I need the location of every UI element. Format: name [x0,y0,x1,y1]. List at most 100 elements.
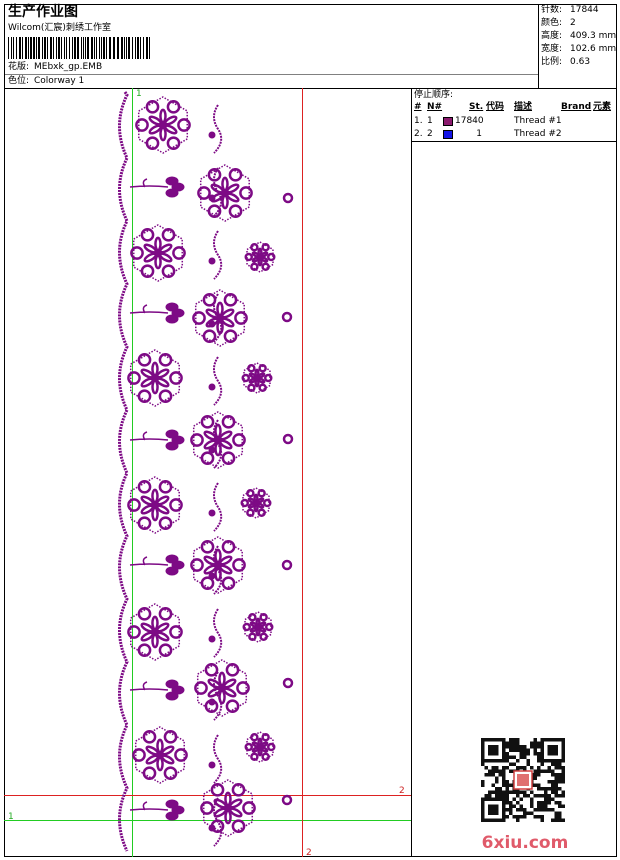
motif [261,752,270,761]
barcode-bar [72,37,73,59]
qr-cell [502,804,506,808]
qr-cell [502,755,506,759]
motif [165,811,179,821]
motif [192,311,206,325]
motif [129,476,181,534]
qr-cell [523,745,527,749]
qr-cell [509,745,513,749]
motif [127,625,141,639]
qr-cell [537,815,541,819]
qr-cell [509,755,513,759]
motif [154,236,162,252]
stitches: 17840 [455,116,484,126]
qr-cell [544,794,548,798]
qr-cell [558,794,562,798]
qr-cell [561,745,565,749]
qr-cell [516,766,520,770]
motif [132,748,146,762]
motif [202,779,254,837]
qr-cell [561,769,565,773]
barcode-bar [42,37,43,59]
qr-cell [509,808,513,812]
qr-cell [516,738,520,742]
qr-cell [561,748,565,752]
barcode-bar [53,37,54,59]
qr-cell [523,790,527,794]
qr-cell [558,801,562,805]
motif [224,809,232,825]
qr-cell [551,797,555,801]
qr-cell [558,787,562,791]
vine [213,545,223,595]
qr-cell [509,811,513,815]
qr-cell [502,797,506,801]
qr-cell [519,790,523,794]
sprig [129,681,169,691]
qr-cell [491,808,495,812]
vine [213,419,223,469]
qr-cell [495,780,499,784]
qr-cell [481,762,485,766]
barcode-bar [126,37,127,59]
barcode-bar [135,37,136,59]
motif [254,375,260,381]
qr-cell [523,811,527,815]
motif [192,411,244,469]
qr-cell [509,783,513,787]
qr-cell [530,811,534,815]
motif [151,488,159,504]
motif [265,622,274,632]
qr-cell [505,755,509,759]
qr-cell [509,790,513,794]
vine [213,482,223,532]
qr-cell [488,797,492,801]
qr-cell [551,759,555,763]
qr-cell [561,804,565,808]
motif [151,633,159,649]
motif [207,204,222,219]
qr-cell [551,748,555,752]
qr-cell [502,794,506,798]
motif [140,264,155,279]
barcode-bar [16,37,17,59]
qr-cell [495,808,499,812]
qr-cell [558,766,562,770]
qr-cell [495,766,499,770]
barcode-bar [13,37,14,59]
motif [127,498,141,512]
qr-cell [547,752,551,756]
qr-cell [530,790,534,794]
qr-cell [554,783,558,787]
qr-cell [561,759,565,763]
qr-cell [540,748,544,752]
motif [242,622,251,632]
qr-cell [547,808,551,812]
qr-cell [547,769,551,773]
info-value: 409.3 mm [570,31,617,41]
barcode-bar [94,37,95,59]
qr-cell [533,748,537,752]
qr-cell [519,815,523,819]
motif [208,635,216,643]
motif [214,423,222,439]
qr-cell [561,780,565,784]
qr-cell [554,780,558,784]
column-header: St. [469,102,484,112]
qr-cell [544,759,548,763]
qr-cell [544,808,548,812]
qr-cell [491,738,495,742]
qr-cell [558,759,562,763]
column-header: # [414,102,422,112]
qr-cell [551,738,555,742]
barcode-bar [137,37,139,59]
sprig [129,431,169,441]
qr-cell [481,801,485,805]
qr-cell [533,808,537,812]
motif [194,289,246,347]
qr-cell [505,790,509,794]
qr-cell [537,741,541,745]
vine [213,230,223,280]
motif [257,508,266,517]
motif [208,572,216,580]
barcode-bar [101,37,102,59]
